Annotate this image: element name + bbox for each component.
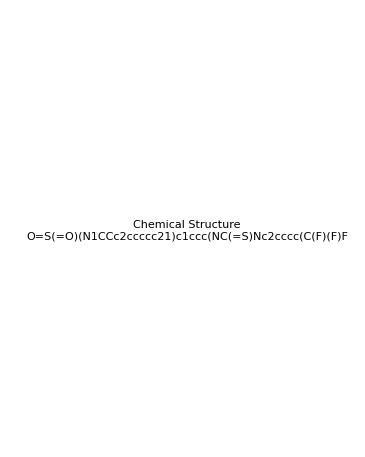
Text: Chemical Structure
O=S(=O)(N1CCc2ccccc21)c1ccc(NC(=S)Nc2cccc(C(F)(F)F: Chemical Structure O=S(=O)(N1CCc2ccccc21… [26, 220, 348, 242]
